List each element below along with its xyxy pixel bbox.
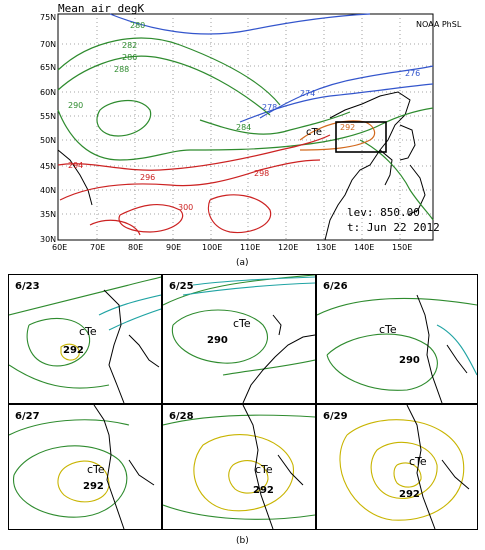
svg-text:65N: 65N <box>40 63 56 72</box>
panel-temp: 290 <box>207 335 228 346</box>
svg-text:55N: 55N <box>40 112 56 121</box>
panel-date: 6/29 <box>323 411 348 422</box>
label-282: 282 <box>122 41 137 50</box>
label-274: 274 <box>300 89 315 98</box>
panel-6-26: 6/26 cTe 290 <box>316 274 478 404</box>
panel-temp: 292 <box>253 485 274 496</box>
cte-label-main: cTe <box>306 127 323 138</box>
map-frame <box>57 13 434 241</box>
svg-text:120E: 120E <box>278 243 298 252</box>
label-276: 276 <box>405 69 420 78</box>
svg-text:130E: 130E <box>316 243 336 252</box>
svg-text:80E: 80E <box>128 243 143 252</box>
panel-cte: cTe <box>379 323 397 336</box>
cte-box <box>335 121 387 153</box>
panel-cte: cTe <box>79 325 97 338</box>
svg-text:70N: 70N <box>40 40 56 49</box>
label-280: 280 <box>130 21 145 30</box>
panel-temp: 292 <box>63 345 84 356</box>
label-284: 284 <box>236 123 251 132</box>
svg-text:30N: 30N <box>40 235 56 244</box>
panel-6-23: 6/23 cTe 292 <box>8 274 162 404</box>
svg-text:35N: 35N <box>40 210 56 219</box>
caption-b: (b) <box>236 536 249 546</box>
label-300: 300 <box>178 203 193 212</box>
label-286: 286 <box>122 53 137 62</box>
lon-ticks: 60E 70E 80E 90E 100E 110E 120E 130E 140E… <box>52 243 412 252</box>
main-map-panel: 280 282 286 288 290 294 296 298 300 292 … <box>0 0 485 270</box>
svg-text:150E: 150E <box>392 243 412 252</box>
panel-map <box>163 405 315 529</box>
panel-map <box>9 405 155 529</box>
svg-text:110E: 110E <box>240 243 260 252</box>
svg-text:75N: 75N <box>40 13 56 22</box>
label-278: 278 <box>262 103 277 112</box>
svg-text:40N: 40N <box>40 186 56 195</box>
panel-temp: 292 <box>399 489 420 500</box>
caption-a: (a) <box>236 258 249 268</box>
contours-warm <box>57 134 331 236</box>
panel-6-25: 6/25 cTe 290 <box>162 274 316 404</box>
main-map-svg: 280 282 286 288 290 294 296 298 300 292 … <box>40 13 434 252</box>
contour-labels: 280 282 286 288 290 294 296 298 300 292 … <box>68 21 420 212</box>
svg-text:90E: 90E <box>166 243 181 252</box>
panel-cte: cTe <box>233 317 251 330</box>
label-298: 298 <box>254 169 269 178</box>
panel-6-29: 6/29 cTe 292 <box>316 404 478 530</box>
map-source: NOAA PhSL <box>416 20 462 29</box>
panel-6-28: 6/28 cTe 292 <box>162 404 316 530</box>
label-292: 292 <box>340 123 355 132</box>
lat-ticks: 75N 70N 65N 60N 55N 50N 45N 40N 35N 30N <box>40 13 56 244</box>
panel-date: 6/28 <box>169 411 194 422</box>
label-294: 294 <box>68 161 83 170</box>
panel-map <box>9 276 161 403</box>
panel-cte: cTe <box>87 463 105 476</box>
svg-text:60E: 60E <box>52 243 67 252</box>
panel-cte: cTe <box>409 455 427 468</box>
label-296: 296 <box>140 173 155 182</box>
svg-text:70E: 70E <box>90 243 105 252</box>
panel-date: 6/27 <box>15 411 40 422</box>
svg-text:45N: 45N <box>40 162 56 171</box>
panel-date: 6/26 <box>323 281 348 292</box>
panel-map <box>163 275 315 403</box>
panel-cte: cTe <box>255 463 273 476</box>
svg-text:50N: 50N <box>40 136 56 145</box>
map-title: Mean air degK <box>58 2 145 15</box>
panel-map <box>339 405 470 529</box>
panel-6-27: 6/27 cTe 292 <box>8 404 162 530</box>
svg-text:60N: 60N <box>40 88 56 97</box>
svg-text:100E: 100E <box>202 243 222 252</box>
contours-mid <box>57 37 434 221</box>
time-label: t: Jun 22 2012 <box>347 221 440 234</box>
panel-date: 6/23 <box>15 281 40 292</box>
panel-temp: 292 <box>83 481 104 492</box>
panel-temp: 290 <box>399 355 420 366</box>
contour-292 <box>299 120 376 151</box>
coastline <box>57 91 426 241</box>
level-label: lev: 850.00 <box>347 206 420 219</box>
label-290: 290 <box>68 101 83 110</box>
label-288: 288 <box>114 65 129 74</box>
panel-map <box>317 294 477 403</box>
panel-date: 6/25 <box>169 281 194 292</box>
svg-text:140E: 140E <box>354 243 374 252</box>
contours-cold <box>109 13 434 123</box>
